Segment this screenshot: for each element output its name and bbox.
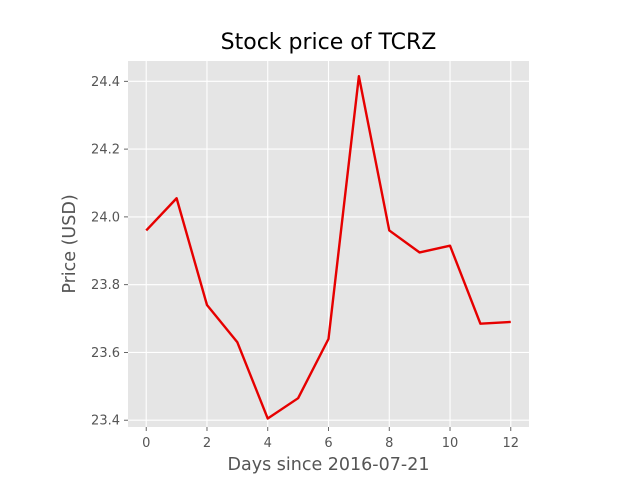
y-tick-label: 24.4 — [91, 75, 120, 90]
y-axis-label: Price (USD) — [60, 194, 80, 293]
x-axis-label: Days since 2016-07-21 — [228, 455, 430, 475]
y-tick-label: 24.0 — [91, 210, 120, 225]
x-tick-label: 6 — [324, 436, 332, 451]
x-tick-label: 8 — [385, 436, 393, 451]
y-tick-label: 23.8 — [91, 278, 120, 293]
price-series-line — [145, 75, 511, 420]
x-tick-label: 2 — [203, 436, 211, 451]
x-tick-label: 10 — [442, 436, 459, 451]
x-tick-label: 12 — [502, 436, 519, 451]
series-group — [145, 75, 511, 420]
y-tick-label: 24.2 — [91, 143, 120, 158]
x-tick-label: 0 — [142, 436, 150, 451]
grid — [128, 61, 529, 427]
axis-ticks: 0 2 4 6 8 10 12 23.4 23.6 23.8 24.0 24.2 24.4 — [91, 75, 519, 451]
y-tick-label: 23.6 — [91, 346, 120, 361]
y-tick-label: 23.4 — [91, 414, 120, 429]
x-tick-label: 4 — [264, 436, 272, 451]
chart-title: Stock price of TCRZ — [221, 30, 437, 55]
